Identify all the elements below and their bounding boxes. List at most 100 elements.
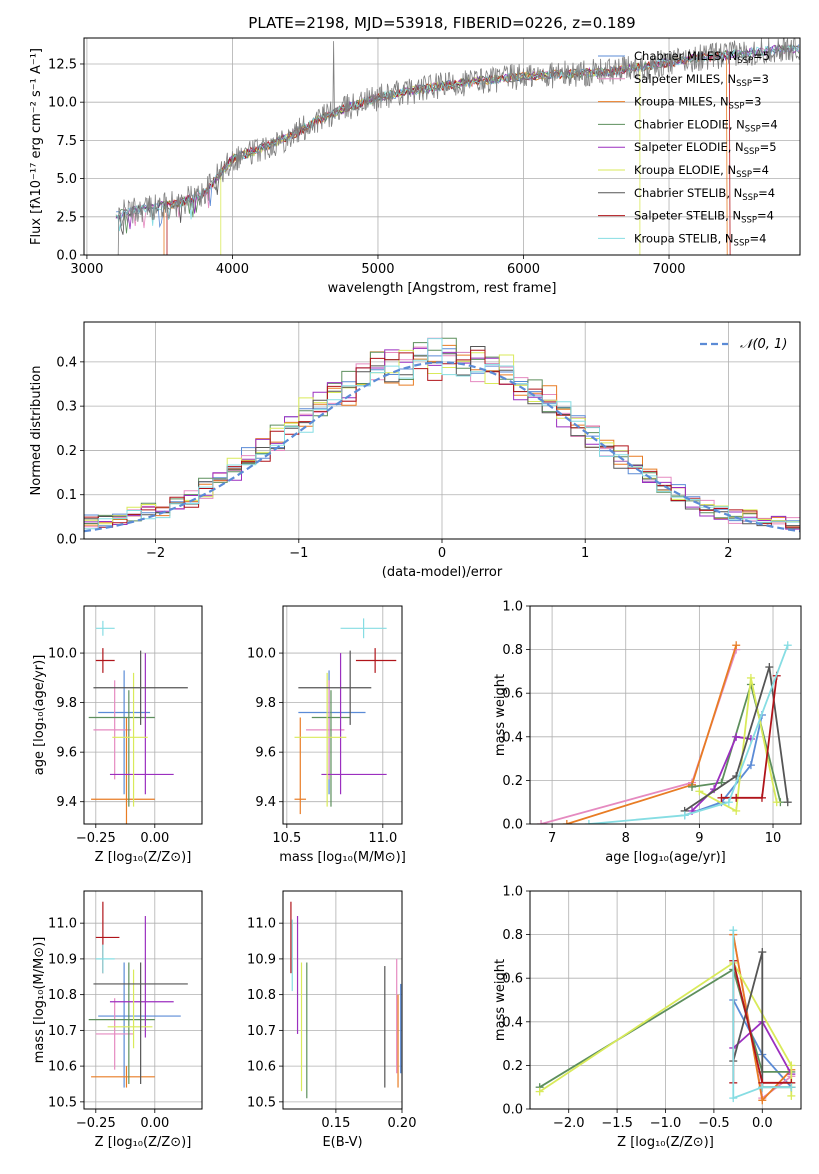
plus-marker: [732, 806, 741, 815]
errorbar-point: [355, 648, 397, 673]
axes-frame: [282, 890, 403, 1110]
y-tick-label: 0.4: [502, 1015, 523, 1030]
x-tick-label: 0.00: [140, 831, 169, 846]
plus-marker: [765, 663, 774, 672]
y-tick-label: 9.8: [56, 696, 77, 711]
mass-weight-line: [732, 930, 792, 1100]
x-tick-label: 9: [695, 831, 703, 846]
x-tick-label: 11.0: [368, 831, 397, 846]
errorbar-point: [93, 962, 188, 1084]
plus-marker: [746, 761, 755, 770]
legend-label: Kroupa STELIB, NSSP=4: [634, 231, 766, 248]
y-tick-label: 10.6: [247, 1060, 276, 1075]
figure-title: PLATE=2198, MJD=53918, FIBERID=0226, z=0…: [248, 14, 635, 32]
axes-frame: [83, 605, 203, 825]
x-tick-label: 2: [724, 546, 732, 561]
y-tick-label: 0.0: [502, 1103, 523, 1118]
x-tick-label: −0.25: [76, 1116, 116, 1131]
axes-frame: [83, 37, 801, 256]
x-tick-label: −1.0: [650, 1116, 682, 1131]
legend-label: 𝒩(0, 1): [740, 337, 787, 352]
x-tick-label: 4000: [216, 262, 249, 277]
spectrum-plot-area: [115, 38, 800, 255]
residuals-plot-area: [84, 337, 800, 533]
errorbar-point: [88, 962, 155, 1084]
grid: [84, 606, 202, 824]
mass-vs-ebv-panel: 0.15 0.20 10.5 10.6 10.7 10.8 10.9 11.0 E(B-V): [247, 890, 417, 1150]
plus-marker: [537, 820, 546, 824]
plus-marker: [717, 793, 726, 802]
y-tick-label: 11.0: [247, 917, 276, 932]
weight-vs-age-panel: 7 8 9 10 0.0 0.2 0.4 0.6 0.8 1.0 age [log₁₀(age/yr…: [493, 600, 802, 865]
x-tick-label: −2.0: [553, 1116, 585, 1131]
y-tick-label: 0.4: [56, 355, 77, 370]
plus-marker: [757, 793, 766, 802]
x-tick-label: 0.20: [388, 1116, 417, 1131]
x-tick-label: 0.00: [140, 1116, 169, 1131]
mass-weight-line: [588, 644, 789, 824]
plus-marker: [758, 1096, 767, 1105]
y-tick-label: 0.6: [502, 687, 523, 702]
y-tick-label: 10.0: [48, 647, 77, 662]
y-tick-label: 0.2: [56, 444, 77, 459]
plus-marker: [562, 820, 571, 824]
mass-weight-line: [698, 677, 778, 813]
x-axis-label: mass [log₁₀(M/M⊙)]: [279, 850, 406, 865]
errorbar-point: [340, 618, 387, 639]
x-tick-label: 1: [581, 546, 589, 561]
plus-marker: [680, 811, 689, 820]
plus-marker: [787, 1091, 796, 1100]
weight-vs-age-plot-area: [537, 641, 792, 824]
y-tick-label: 0.2: [502, 1059, 523, 1074]
legend-label: Chabrier MILES, NSSP=5: [634, 49, 770, 66]
errorbar-point: [109, 653, 174, 795]
y-tick-label: 12.5: [48, 57, 77, 72]
plus-marker: [535, 1087, 544, 1096]
errorbar-point: [88, 690, 155, 807]
x-axis-label: Z [log₁₀(Z/Z⊙)]: [95, 850, 192, 865]
model-spectrum-line: [220, 62, 641, 255]
spectrum-legend: Chabrier MILES, NSSP=5 Salpeter MILES, NS…: [598, 49, 778, 248]
plus-marker: [783, 798, 792, 807]
x-axis-label: Z [log₁₀(Z/Z⊙)]: [95, 1135, 192, 1150]
x-tick-label: 10.5: [272, 831, 301, 846]
y-tick-label: 10.7: [247, 1024, 276, 1039]
plus-marker: [787, 1061, 796, 1070]
legend-label: Kroupa MILES, NSSP=3: [634, 95, 761, 112]
errorbar-point: [306, 680, 345, 780]
errorbar-point: [294, 672, 347, 807]
errorbar-point: [91, 1066, 155, 1088]
residual-histogram: [84, 338, 800, 530]
plus-marker: [732, 793, 741, 802]
plus-marker: [772, 798, 781, 807]
y-tick-label: 10.5: [247, 1095, 276, 1110]
x-tick-label: 5000: [361, 262, 394, 277]
y-tick-label: 1.0: [502, 600, 523, 615]
y-axis-label: mass [log₁₀(M/M⊙)]: [32, 937, 47, 1064]
legend-label: Salpeter ELODIE, NSSP=5: [634, 140, 777, 157]
errorbar-point: [95, 620, 115, 636]
y-tick-label: 10.5: [48, 1095, 77, 1110]
age-vs-mass-panel: 10.5 11.0 9.4 9.6 9.8 10.0 mass [log₁₀(M/M⊙)]: [247, 605, 406, 865]
y-tick-label: 10.9: [48, 952, 77, 967]
x-axis-label: (data-model)/error: [382, 565, 503, 580]
mass-vs-ebv-plot-area: [290, 901, 402, 1099]
plus-marker: [783, 641, 792, 650]
legend-label: Salpeter STELIB, NSSP=4: [634, 209, 774, 226]
mass-vs-z-plot-area: [88, 901, 188, 1088]
errorbar-point: [95, 901, 120, 974]
x-tick-label: 0.0: [752, 1116, 773, 1131]
y-tick-label: 9.6: [56, 746, 77, 761]
y-tick-label: 10.8: [48, 988, 77, 1003]
errorbar-point: [321, 653, 387, 795]
plus-marker: [729, 1094, 738, 1103]
x-tick-label: 0: [438, 546, 446, 561]
y-tick-label: 0.8: [502, 643, 523, 658]
legend-label: Chabrier STELIB, NSSP=4: [634, 186, 775, 203]
grid: [84, 891, 202, 1109]
y-tick-label: 9.8: [255, 696, 276, 711]
y-tick-label: 1.0: [502, 885, 523, 900]
errorbar-point: [112, 672, 148, 807]
legend-label: Chabrier ELODIE, NSSP=4: [634, 117, 778, 134]
weight-vs-z-plot-area: [535, 926, 796, 1105]
